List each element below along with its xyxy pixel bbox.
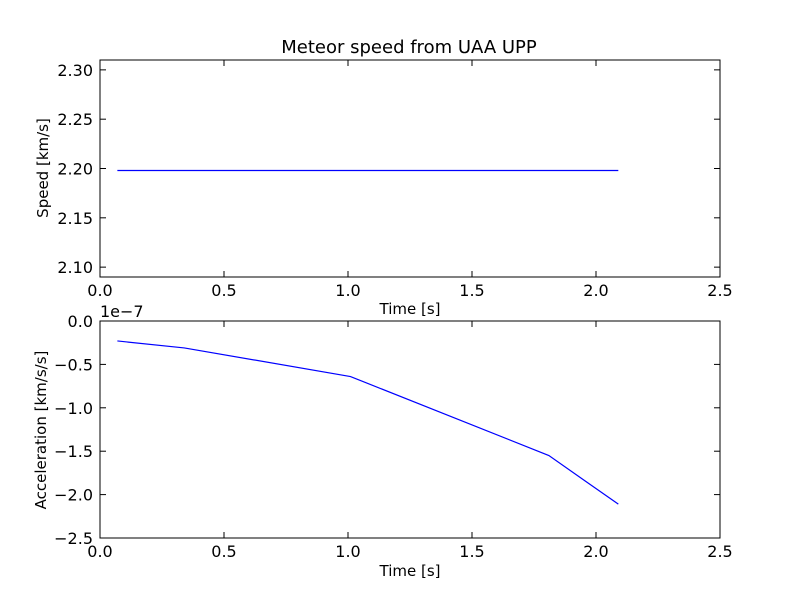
speed-y-tick-label: 2.15 [57, 209, 93, 228]
speed-y-tick-label: 2.30 [57, 61, 93, 80]
acceleration-y-tick-label: −2.0 [54, 486, 93, 505]
speed-ticks: 0.0 0.5 1.0 1.5 2.0 2.5 2.10 2.15 2.20 2.25 2.30 [57, 60, 733, 300]
acceleration-y-tick-label: −1.0 [54, 399, 93, 418]
acceleration-series-layer [117, 340, 619, 505]
acceleration-plot-frame [99, 320, 721, 539]
speed-y-tick-label: 2.20 [57, 160, 93, 179]
speed-x-tick-label: 0.5 [211, 281, 236, 300]
speed-x-tick-label: 1.0 [335, 281, 360, 300]
acceleration-offset-text: 1e−7 [100, 302, 144, 321]
acceleration-series-line [117, 340, 619, 505]
speed-y-axis-label: Speed [km/s] [34, 118, 52, 218]
acceleration-x-tick-label: 0.0 [87, 542, 112, 561]
acceleration-x-tick-label: 2.5 [707, 542, 732, 561]
acceleration-chart: 1e−7 0.0 0.5 1.0 1.5 2.0 2.5 −2.5 −2.0 −1.5 −1.0 −… [32, 302, 733, 580]
acceleration-x-tick-label: 1.5 [459, 542, 484, 561]
speed-x-tick-label: 2.0 [583, 281, 608, 300]
acceleration-ticks: 0.0 0.5 1.0 1.5 2.0 2.5 −2.5 −2.0 −1.5 −1.0 −0.5 0.… [54, 312, 733, 561]
acceleration-y-tick-label: 0.0 [68, 312, 93, 331]
acceleration-y-axis-label: Acceleration [km/s/s] [32, 351, 50, 510]
speed-y-tick-label: 2.10 [57, 258, 93, 277]
speed-x-tick-label: 1.5 [459, 281, 484, 300]
acceleration-x-tick-label: 1.0 [335, 542, 360, 561]
speed-y-tick-label: 2.25 [57, 110, 93, 129]
acceleration-y-tick-label: −2.5 [54, 529, 93, 548]
chart-title: Meteor speed from UAA UPP [281, 37, 537, 58]
acceleration-x-axis-label: Time [s] [379, 562, 441, 580]
speed-x-tick-label: 0.0 [87, 281, 112, 300]
acceleration-x-tick-label: 2.0 [583, 542, 608, 561]
speed-x-tick-label: 2.5 [707, 281, 732, 300]
acceleration-y-tick-label: −1.5 [54, 442, 93, 461]
speed-x-axis-label: Time [s] [379, 300, 441, 318]
acceleration-y-tick-label: −0.5 [54, 355, 93, 374]
speed-chart: Meteor speed from UAA UPP 0.0 0.5 1.0 1.5 2.… [34, 37, 733, 318]
acceleration-x-tick-label: 0.5 [211, 542, 236, 561]
